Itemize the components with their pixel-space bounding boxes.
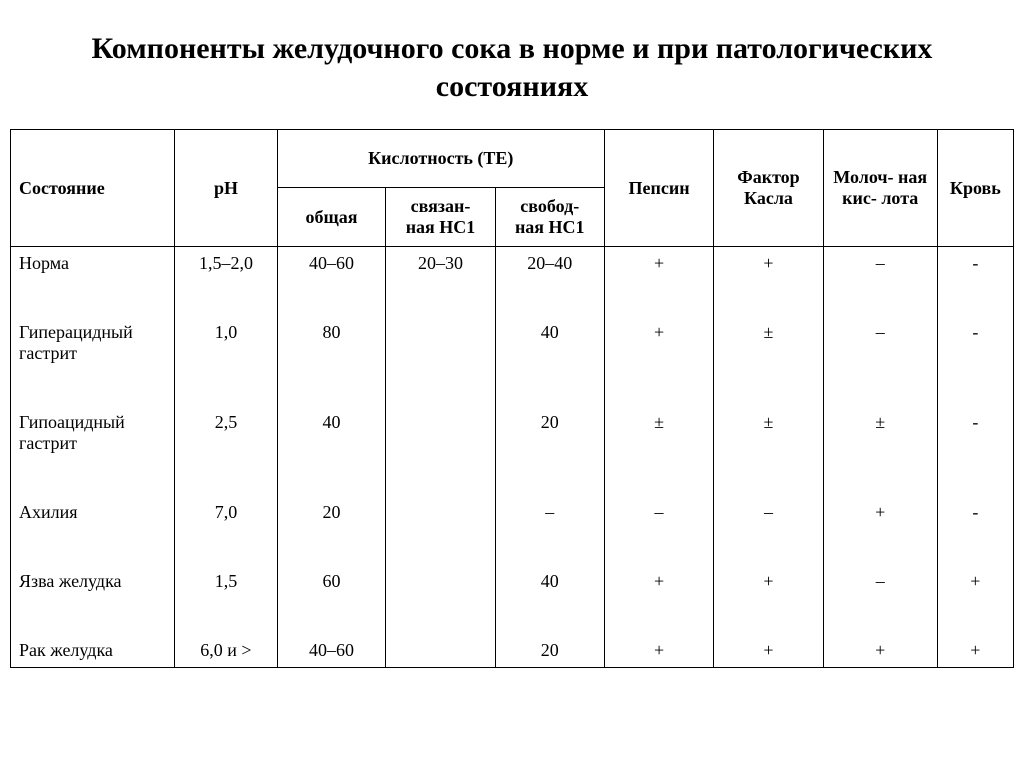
cell-ph: 1,5 (175, 565, 277, 598)
cell-blood: - (937, 247, 1013, 281)
cell-free: 20 (495, 634, 604, 668)
cell-bound (386, 316, 495, 370)
cell-lactic: – (823, 565, 937, 598)
row-spacer (11, 280, 1014, 316)
cell-state: Гипоацидный гастрит (11, 406, 175, 460)
col-header-blood: Кровь (937, 130, 1013, 247)
cell-ph: 6,0 и > (175, 634, 277, 668)
cell-free: 20–40 (495, 247, 604, 281)
cell-state: Рак желудка (11, 634, 175, 668)
cell-total: 40 (277, 406, 386, 460)
cell-pepsin: ± (604, 406, 713, 460)
table-body: Норма1,5–2,040–6020–3020–40++–-Гиперацид… (11, 247, 1014, 668)
cell-total: 80 (277, 316, 386, 370)
cell-total: 40–60 (277, 634, 386, 668)
cell-state: Гиперацидный гастрит (11, 316, 175, 370)
cell-pepsin: + (604, 565, 713, 598)
cell-state: Язва желудка (11, 565, 175, 598)
cell-castle: ± (714, 316, 823, 370)
col-header-ph: pH (175, 130, 277, 247)
table-row: Гипоацидный гастрит2,54020±±±- (11, 406, 1014, 460)
col-header-acid-free: свобод- ная HC1 (495, 188, 604, 247)
cell-total: 40–60 (277, 247, 386, 281)
cell-ph: 1,0 (175, 316, 277, 370)
cell-total: 60 (277, 565, 386, 598)
cell-lactic: + (823, 634, 937, 668)
cell-castle: + (714, 565, 823, 598)
cell-blood: - (937, 316, 1013, 370)
cell-bound (386, 406, 495, 460)
cell-bound (386, 496, 495, 529)
cell-free: 40 (495, 316, 604, 370)
cell-castle: – (714, 496, 823, 529)
row-spacer (11, 598, 1014, 634)
cell-castle: + (714, 247, 823, 281)
col-header-state: Состояние (11, 130, 175, 247)
table-row: Гиперацидный гастрит1,080 40+±–- (11, 316, 1014, 370)
col-header-castle: Фактор Касла (714, 130, 823, 247)
table-row: Норма1,5–2,040–6020–3020–40++–- (11, 247, 1014, 281)
table-row: Ахилия7,020–––+- (11, 496, 1014, 529)
cell-pepsin: + (604, 634, 713, 668)
cell-pepsin: + (604, 247, 713, 281)
cell-blood: + (937, 634, 1013, 668)
col-header-acid-total: общая (277, 188, 386, 247)
col-header-acid-bound: связан- ная HC1 (386, 188, 495, 247)
cell-blood: - (937, 406, 1013, 460)
cell-blood: + (937, 565, 1013, 598)
cell-pepsin: – (604, 496, 713, 529)
cell-free: 20 (495, 406, 604, 460)
row-spacer (11, 370, 1014, 406)
row-spacer (11, 460, 1014, 496)
cell-lactic: + (823, 496, 937, 529)
cell-state: Ахилия (11, 496, 175, 529)
cell-bound (386, 565, 495, 598)
cell-blood: - (937, 496, 1013, 529)
cell-castle: + (714, 634, 823, 668)
cell-total: 20 (277, 496, 386, 529)
cell-castle: ± (714, 406, 823, 460)
cell-lactic: – (823, 247, 937, 281)
row-spacer (11, 529, 1014, 565)
table-row: Рак желудка6,0 и >40–6020++++ (11, 634, 1014, 668)
cell-state: Норма (11, 247, 175, 281)
cell-ph: 2,5 (175, 406, 277, 460)
cell-free: 40 (495, 565, 604, 598)
col-header-acidity: Кислотность (ТЕ) (277, 130, 604, 188)
col-header-lactic: Молоч- ная кис- лота (823, 130, 937, 247)
table-row: Язва желудка1,56040++–+ (11, 565, 1014, 598)
page-title: Компоненты желудочного сока в норме и пр… (50, 30, 974, 105)
cell-lactic: ± (823, 406, 937, 460)
cell-free: – (495, 496, 604, 529)
cell-ph: 7,0 (175, 496, 277, 529)
cell-lactic: – (823, 316, 937, 370)
cell-bound: 20–30 (386, 247, 495, 281)
gastric-juice-table: Состояние pH Кислотность (ТЕ) Пепсин Фак… (10, 129, 1014, 668)
cell-pepsin: + (604, 316, 713, 370)
cell-ph: 1,5–2,0 (175, 247, 277, 281)
col-header-pepsin: Пепсин (604, 130, 713, 247)
cell-bound (386, 634, 495, 668)
